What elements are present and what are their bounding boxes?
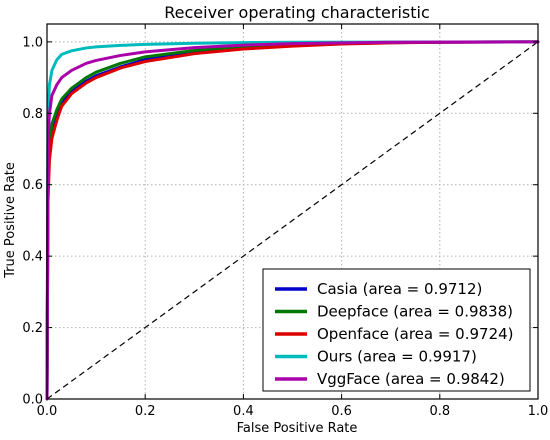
roc-curve-3: [45, 40, 540, 401]
series-layer: [45, 40, 540, 401]
x-tick-label: 1.0: [528, 404, 549, 419]
legend-label-2: Openface (area = 0.9724): [317, 325, 514, 343]
axes-layer: [46, 23, 539, 400]
y-tick-label: 0.6: [22, 178, 43, 193]
x-tick-label: 0.4: [233, 404, 254, 419]
legend-box: [262, 268, 531, 392]
y-tick-label: 0.0: [22, 393, 43, 408]
x-tick-label: 0.6: [331, 404, 352, 419]
y-tick-label: 1.0: [22, 35, 43, 50]
y-tick-label: 0.2: [22, 321, 43, 336]
legend-label-0: Casia (area = 0.9712): [317, 280, 482, 298]
diagonal-layer: [46, 41, 539, 400]
x-tick-label: 0.2: [135, 404, 156, 419]
y-tick-label: 0.4: [22, 250, 43, 265]
y-axis-title: True Positive Rate: [3, 162, 18, 279]
chart-title: Receiver operating characteristic: [164, 3, 430, 22]
legend: Casia (area = 0.9712) Deepface (area = 0.…: [262, 268, 531, 392]
x-tick-label: 0.0: [37, 404, 58, 419]
roc-curve-4: [45, 40, 540, 401]
y-tick-label: 0.8: [22, 107, 43, 122]
x-axis-title: False Positive Rate: [237, 421, 358, 436]
ticks-layer: 0.0 0.2 0.4 0.6 0.8 1.0 0.0 0.2 0.4 0.6 0.8 1.0: [22, 24, 548, 419]
x-tick-label: 0.8: [429, 404, 450, 419]
chance-diagonal-line: [46, 41, 539, 400]
legend-label-1: Deepface (area = 0.9838): [317, 303, 513, 321]
legend-label-3: Ours (area = 0.9917): [317, 348, 477, 366]
legend-label-4: VggFace (area = 0.9842): [317, 370, 505, 388]
plot-frame: [46, 23, 539, 400]
